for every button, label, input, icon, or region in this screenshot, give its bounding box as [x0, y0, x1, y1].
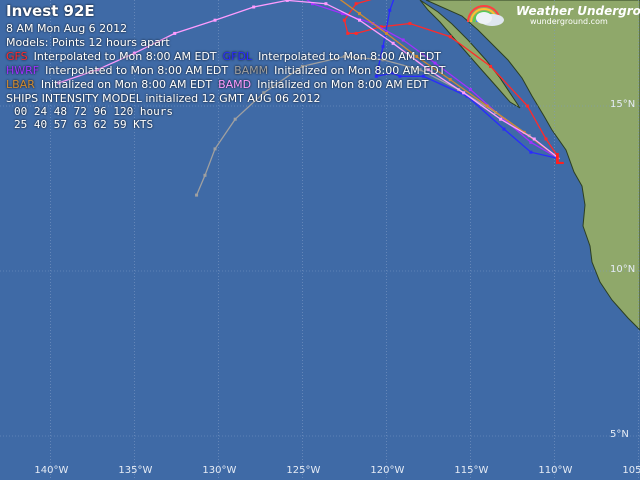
legend-model-lbar: LBAR: [6, 78, 35, 91]
storm-title: Invest 92E: [6, 2, 95, 20]
track-point-bamd: [462, 91, 466, 95]
legend-model-hwrf: HWRF: [6, 64, 40, 77]
latitude-label: 10°N: [610, 264, 636, 275]
track-point-gfdl: [374, 74, 378, 78]
track-point-bamd: [252, 5, 256, 9]
ships-kts: 25 40 57 63 62 59 KTS: [14, 118, 154, 131]
track-point-gfdl: [391, 71, 395, 75]
logo-name: Weather Underground: [516, 4, 640, 18]
legend-row: HWRF Interpolated to Mon 8:00 AM EDT BAMM I…: [6, 64, 451, 78]
track-point-bamm: [203, 173, 207, 177]
track-point-hwrf: [529, 140, 533, 144]
track-point-bamd: [57, 81, 61, 85]
track-point-bamd: [132, 51, 136, 55]
track-point-gfs: [354, 31, 358, 35]
track-point-hwrf: [468, 88, 472, 91]
legend-model-bamd: BAMD: [218, 78, 252, 91]
track-point-lbar: [415, 55, 419, 58]
track-point-gfs: [354, 2, 358, 6]
track-point-gfs: [489, 64, 493, 68]
legend-model-text: Initialized on Mon 8:00 AM EDT: [274, 64, 446, 77]
track-point-bamm: [262, 91, 266, 95]
models-note: Models: Points 12 hours apart: [6, 36, 170, 49]
track-point-lbar: [384, 31, 388, 35]
track-point-hwrf: [341, 12, 345, 16]
ships-title: SHIPS INTENSITY MODEL initialized 12 GMT…: [6, 92, 321, 105]
track-point-hwrf: [401, 38, 405, 42]
track-point-bamd: [499, 117, 503, 121]
weather-underground-logo[interactable]: Weather Underground wunderground.com: [462, 2, 640, 28]
legend-row: LBAR Initialized on Mon 8:00 AM EDT BAMD In…: [6, 78, 434, 92]
track-point-gfdl: [502, 127, 506, 131]
latitude-label: 15°N: [610, 99, 636, 110]
track-point-gfs: [526, 104, 530, 108]
track-point-bamd: [95, 68, 99, 72]
track-point-hwrf: [310, 2, 314, 6]
longitude-label: 130°W: [202, 465, 237, 476]
track-point-gfs: [379, 25, 383, 29]
track-point-gfs: [342, 18, 346, 22]
legend-model-text: Interpolated to Mon 8:00 AM EDT: [45, 64, 229, 77]
track-point-bamd: [173, 31, 177, 35]
track-point-bamm: [342, 55, 346, 58]
track-point-hwrf: [433, 61, 437, 65]
storm-low-symbol: L: [555, 150, 565, 168]
track-point-gfs: [346, 31, 350, 35]
issue-time: 8 AM Mon Aug 6 2012: [6, 22, 128, 35]
legend-model-text: Initialized on Mon 8:00 AM EDT: [40, 78, 213, 91]
track-point-gfs: [408, 22, 412, 25]
baja-peninsula: [419, 0, 521, 109]
track-point-bamm: [233, 117, 237, 121]
track-point-gfdl: [381, 45, 385, 49]
track-point-bamd: [358, 18, 362, 22]
track-point-gfdl: [421, 74, 425, 78]
track-point-gfs: [544, 137, 548, 141]
latitude-label: 5°N: [610, 429, 629, 440]
legend-row: GFS Interpolated to Mon 8:00 AM EDT GFDL In…: [6, 50, 447, 64]
longitude-label: 125°W: [286, 465, 321, 476]
legend-model-text: Interpolated to Mon 8:00 AM EDT: [33, 50, 217, 63]
track-point-lbar: [485, 104, 489, 108]
legend-model-gfdl: GFDL: [222, 50, 253, 63]
longitude-label: 110°W: [538, 465, 573, 476]
track-point-lbar: [358, 12, 362, 16]
track-point-bamm: [195, 193, 199, 197]
longitude-label: 115°W: [454, 465, 489, 476]
track-point-bamd: [213, 18, 217, 22]
track-point-bamd: [426, 68, 430, 72]
track-point-bamd: [324, 2, 328, 6]
track-point-gfdl: [398, 74, 402, 78]
logo-url: wunderground.com: [530, 17, 608, 26]
cloud-rainbow-icon: [467, 5, 504, 26]
track-point-gfdl: [465, 94, 469, 98]
track-point-hwrf: [502, 117, 506, 121]
track-point-bamm: [213, 147, 217, 151]
track-point-bamm: [300, 64, 304, 68]
track-point-bamm: [418, 68, 422, 72]
legend-model-text: Initialized on Mon 8:00 AM EDT: [257, 78, 429, 91]
track-point-bamd: [285, 0, 289, 2]
legend-model-bamm: BAMM: [234, 64, 269, 77]
track-point-gfdl: [529, 150, 533, 154]
longitude-label: 135°W: [118, 465, 153, 476]
track-point-lbar: [448, 78, 452, 82]
ships-hours: 00 24 48 72 96 120 hours: [14, 105, 173, 118]
longitude-label: 105°W: [622, 465, 640, 476]
track-point-bamd: [532, 137, 536, 141]
mexico-mainland: [425, 0, 640, 331]
legend-model-gfs: GFS: [6, 50, 28, 63]
track-point-bamm: [381, 58, 385, 62]
longitude-label: 140°W: [34, 465, 69, 476]
legend-model-text: Interpolated to Mon 8:00 AM EDT: [258, 50, 442, 63]
track-point-gfs: [448, 35, 452, 39]
longitude-label: 120°W: [370, 465, 405, 476]
track-point-bamd: [391, 41, 395, 45]
track-point-gfdl: [388, 8, 392, 12]
